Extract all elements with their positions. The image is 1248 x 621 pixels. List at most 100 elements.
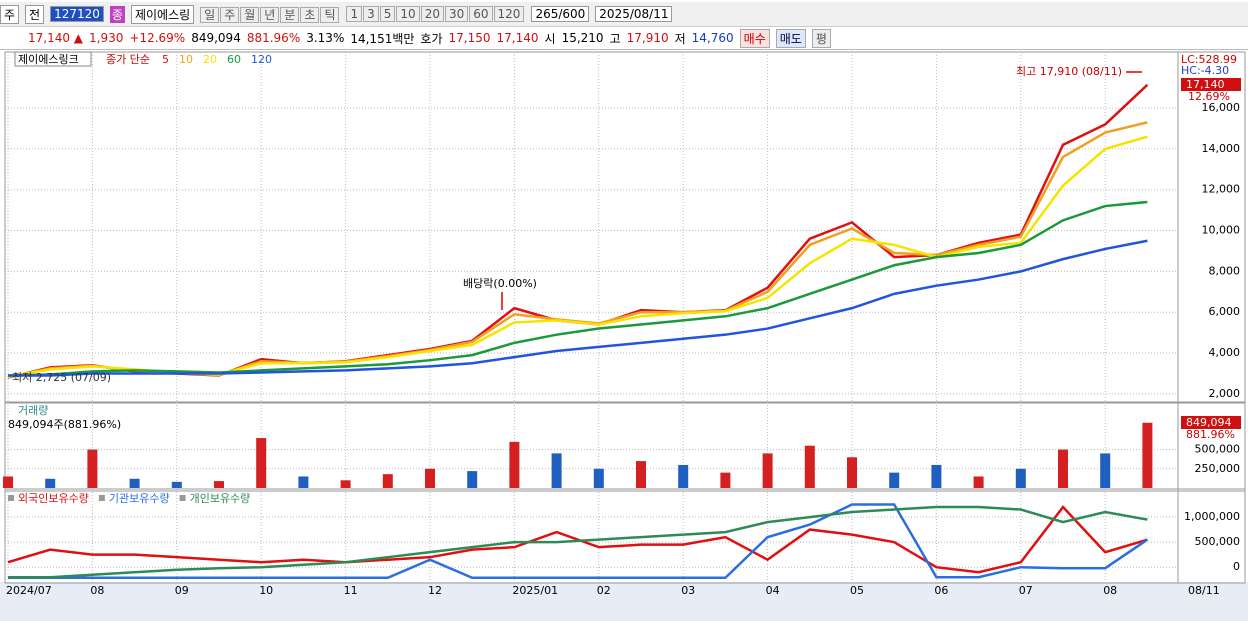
volume-bar	[214, 481, 224, 488]
sell-button[interactable]: 매도	[775, 28, 806, 48]
x-tick-label: 06	[934, 584, 948, 597]
low-label: 최저 2,725 (07/09)	[12, 371, 111, 384]
series-line	[7, 200, 1148, 377]
series-line	[7, 505, 1148, 574]
bid: 17,140	[496, 31, 539, 45]
y-tick-label: 10,000	[1202, 224, 1241, 237]
period-button[interactable]: 주	[220, 6, 240, 23]
x-tick-label: 08	[1103, 584, 1117, 597]
y-tick-label: 6,000	[1209, 305, 1241, 318]
period-button[interactable]: 분	[280, 6, 300, 23]
quote-bar: 17,140 ▲ 1,930 +12.69% 849,094 881.96% 3…	[0, 27, 1248, 50]
panel-title: 제이에스링크	[18, 53, 79, 66]
legend-entry: 개인보유수량	[190, 492, 251, 505]
volume-bar	[1142, 422, 1153, 488]
rate: +12.69%	[129, 31, 186, 45]
y-tick-label: 8,000	[1209, 264, 1241, 277]
volume-bar	[889, 472, 900, 488]
volume-last: 849,094	[1186, 416, 1232, 429]
high-label: 고	[609, 31, 621, 46]
volume-bar	[382, 474, 393, 488]
ask-label: 호가	[420, 31, 443, 46]
high: 17,910	[626, 31, 669, 45]
legend-entry: 60	[227, 53, 241, 66]
volume-ratio: 881.96%	[246, 31, 301, 45]
open: 15,210	[561, 31, 604, 45]
code[interactable]: 127120	[50, 6, 104, 22]
prev[interactable]: 전	[25, 4, 45, 24]
period-button[interactable]: 초	[300, 6, 320, 23]
volume-bar	[762, 453, 773, 488]
legend-entry: 120	[251, 53, 272, 66]
period-button[interactable]: 일	[200, 6, 220, 23]
volume-bar	[1015, 468, 1026, 488]
chart-bg	[0, 51, 1248, 621]
volume-bar	[931, 464, 942, 488]
turnover: 3.13%	[306, 31, 345, 45]
volume: 849,094	[191, 31, 241, 45]
axis-frame	[1177, 488, 1246, 584]
volume-bar	[256, 438, 267, 488]
panel-title: 거래량	[18, 404, 48, 417]
x-tick-label: 02	[597, 584, 611, 597]
volume-bar	[847, 457, 857, 488]
x-tick-label: 08	[90, 584, 104, 597]
volume-bar	[129, 478, 140, 488]
series-line	[8, 503, 1149, 579]
legend-entry: 5	[162, 53, 169, 66]
interval-button[interactable]: 60	[469, 6, 493, 22]
interval-button[interactable]: 3	[363, 6, 379, 22]
volume-bar	[593, 468, 604, 488]
interval-button[interactable]: 1	[346, 6, 363, 22]
y-tick-label: 500,000	[1195, 443, 1241, 456]
market[interactable]: 주	[0, 4, 20, 24]
period-button[interactable]: 년	[260, 6, 280, 23]
volume-bar	[467, 471, 478, 488]
volume-bar	[298, 476, 309, 488]
y-tick-label: 16,000	[1202, 101, 1241, 114]
legend-swatch	[98, 495, 105, 501]
x-tick-label: 09	[175, 584, 189, 597]
y-tick-label: 0	[1233, 560, 1240, 573]
volume-bar	[45, 478, 56, 488]
interval-button[interactable]: 5	[379, 6, 396, 22]
intervals: 1 3 5 10 20 30 60 120	[346, 6, 525, 22]
x-tick-label: 11	[344, 584, 358, 597]
volume-bar	[1100, 453, 1111, 488]
x-tick-label: 05	[850, 584, 864, 597]
period-button[interactable]: 월	[240, 6, 260, 23]
volume-bar	[636, 461, 646, 488]
x-tick-label: 03	[681, 584, 695, 597]
interval-button[interactable]: 30	[444, 6, 469, 22]
series-line	[8, 505, 1148, 579]
volume-bar	[425, 468, 435, 488]
x-tick-label: 2024/07	[6, 584, 52, 597]
interval-button[interactable]: 120	[493, 6, 525, 22]
count[interactable]: 265/600	[531, 6, 590, 22]
axis-frame	[1177, 401, 1246, 492]
interval-button[interactable]: 20	[420, 6, 444, 22]
volume-bar	[678, 464, 689, 488]
last-price: 17,140	[1186, 78, 1225, 91]
low-label: 저	[674, 31, 686, 46]
buy-button[interactable]: 매수	[739, 28, 770, 48]
legend-swatch	[8, 495, 14, 501]
stock-name: 제이에스링	[130, 4, 195, 24]
amount: 14,151백만	[350, 31, 415, 46]
interval-button[interactable]: 10	[396, 6, 420, 22]
y-tick-label: 14,000	[1202, 142, 1241, 155]
y-tick-label: 4,000	[1209, 346, 1241, 359]
last-rate: 12.69%	[1188, 90, 1230, 103]
period-button[interactable]: 틱	[320, 6, 340, 23]
avg-button[interactable]: 평	[811, 28, 831, 48]
hc-label: HC:-4.30	[1181, 64, 1229, 77]
legend-entry: 10	[179, 53, 193, 66]
price: 17,140 ▲	[28, 31, 84, 45]
date[interactable]: 2025/08/11	[595, 6, 673, 22]
volume-bar	[3, 476, 13, 488]
change: 1,930	[89, 31, 124, 45]
last-date: 08/11	[1188, 584, 1220, 597]
